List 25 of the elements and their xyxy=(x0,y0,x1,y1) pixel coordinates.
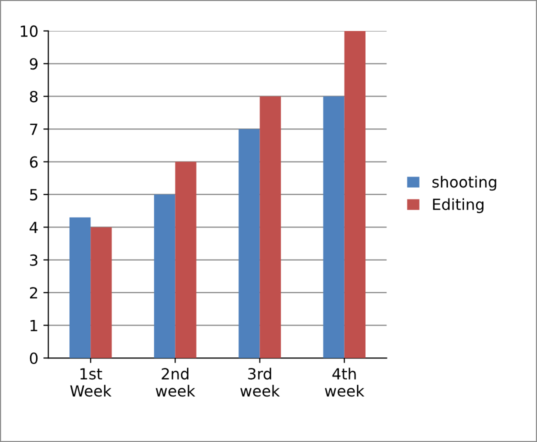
y-tick-label: 8 xyxy=(30,90,38,102)
y-tick-label: 6 xyxy=(30,156,38,168)
legend-label: Editing xyxy=(433,198,484,214)
y-tick-label: 1 xyxy=(30,320,38,332)
y-tick-label: 10 xyxy=(20,25,38,37)
bar xyxy=(260,96,281,358)
bar xyxy=(154,194,176,358)
y-tick-label: 7 xyxy=(30,124,38,135)
y-tick-label: 2 xyxy=(30,287,38,298)
y-tick-label: 4 xyxy=(30,222,38,233)
legend-label: shooting xyxy=(432,176,496,191)
bar xyxy=(238,129,260,358)
bar xyxy=(323,96,344,358)
x-tick-label: 2nd week xyxy=(156,368,196,397)
y-tick-label: 9 xyxy=(30,58,38,70)
bar xyxy=(90,227,112,358)
x-tick-label: 4th week xyxy=(324,368,364,397)
y-tick-label: 3 xyxy=(30,254,38,266)
bar xyxy=(69,217,91,358)
bar xyxy=(344,30,366,358)
x-tick-label: 1st Week xyxy=(70,368,112,397)
bar xyxy=(175,162,196,358)
y-tick-label: 0 xyxy=(30,352,38,364)
x-tick-label: 3rd week xyxy=(240,368,280,397)
y-tick-label: 5 xyxy=(30,189,38,200)
